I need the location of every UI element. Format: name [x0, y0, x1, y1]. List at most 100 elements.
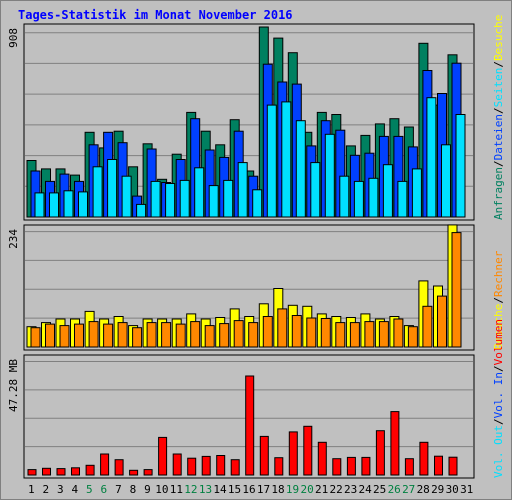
bar-seiten-day-3	[63, 190, 74, 218]
bar-volumen-day-25	[375, 430, 385, 476]
bar-rechner-day-21	[320, 318, 331, 348]
day-label-28: 28	[417, 483, 430, 496]
legend-bottom: Vol. Out/Vol. In/Volumen	[492, 319, 505, 478]
legend-entry: /	[492, 297, 505, 304]
day-label-5: 5	[86, 483, 93, 496]
legend-entry: /	[492, 107, 505, 114]
bar-volumen-day-1	[27, 469, 37, 476]
bar-seiten-day-8	[136, 203, 147, 218]
day-label-12: 12	[184, 483, 197, 496]
chart-title: Tages-Statistik im Monat November 2016	[18, 8, 293, 22]
bar-seiten-day-10	[165, 183, 176, 218]
legend-mid: Besuche/Rechner	[492, 250, 505, 350]
bar-seiten-day-17	[266, 104, 277, 218]
bar-volumen-day-5	[85, 464, 95, 476]
day-label-2: 2	[42, 483, 49, 496]
bar-rechner-day-3	[59, 325, 70, 348]
bar-rechner-day-8	[132, 327, 143, 348]
bar-rechner-day-12	[190, 321, 201, 348]
bar-volumen-day-28	[419, 441, 429, 476]
legend-entry: /	[492, 160, 505, 167]
bar-volumen-day-6	[100, 453, 110, 476]
bar-volumen-day-7	[114, 459, 124, 476]
bar-rechner-day-2	[45, 323, 55, 348]
bar-volumen-day-26	[390, 411, 400, 476]
day-label-18: 18	[271, 483, 284, 496]
bar-rechner-day-14	[219, 323, 230, 348]
day-label-1: 1	[28, 483, 35, 496]
bar-rechner-day-6	[103, 323, 114, 348]
bar-volumen-day-10	[158, 436, 168, 476]
day-label-23: 23	[344, 483, 357, 496]
bar-volumen-day-18	[274, 457, 284, 476]
bar-seiten-day-4	[78, 191, 88, 218]
bar-seiten-day-27	[411, 168, 422, 218]
bar-volumen-day-17	[259, 435, 269, 476]
bar-seiten-day-18	[281, 101, 292, 218]
day-label-15: 15	[228, 483, 241, 496]
legend-entry: Vol. In	[492, 372, 505, 418]
day-label-26: 26	[388, 483, 401, 496]
bar-volumen-day-22	[332, 458, 342, 476]
bar-seiten-day-30	[455, 114, 466, 218]
bar-rechner-day-29	[437, 295, 447, 348]
bar-seiten-day-6	[107, 159, 118, 218]
bar-seiten-day-5	[92, 166, 103, 218]
bar-volumen-day-19	[288, 431, 298, 476]
bar-seiten-day-2	[49, 192, 59, 218]
bar-seiten-day-12	[194, 167, 205, 218]
day-label-3: 3	[57, 483, 64, 496]
bar-volumen-day-11	[172, 453, 182, 476]
day-label-22: 22	[329, 483, 342, 496]
visits-panel: 234	[7, 224, 475, 351]
bar-seiten-day-11	[179, 179, 190, 218]
day-label-8: 8	[130, 483, 137, 496]
y-max-label: 47.28 MB	[7, 359, 20, 412]
bar-seiten-day-22	[339, 175, 350, 218]
bar-volumen-day-30	[448, 456, 458, 476]
day-label-25: 25	[373, 483, 386, 496]
legend-entry: Rechner	[492, 250, 505, 297]
day-label-21: 21	[315, 483, 328, 496]
legend-entry: /	[492, 365, 505, 372]
bar-seiten-day-21	[324, 133, 335, 218]
bar-seiten-day-25	[382, 164, 393, 218]
day-label-10: 10	[155, 483, 168, 496]
bar-volumen-day-29	[434, 455, 443, 476]
day-label-19: 19	[286, 483, 299, 496]
bar-rechner-day-5	[88, 321, 99, 348]
bar-rechner-day-25	[378, 321, 389, 348]
bar-volumen-day-3	[56, 468, 66, 476]
legend-entry: Besuche	[492, 15, 505, 61]
bar-volumen-day-27	[404, 458, 414, 476]
bar-seiten-day-15	[237, 162, 248, 218]
bar-seiten-day-24	[368, 177, 379, 218]
bar-rechner-day-24	[364, 321, 375, 348]
day-label-27: 27	[402, 483, 415, 496]
legend-entry: /	[492, 61, 505, 68]
legend-entry: Volumen	[492, 319, 505, 365]
bar-rechner-day-28	[422, 305, 433, 348]
bar-volumen-day-15	[230, 459, 240, 476]
bar-rechner-day-27	[407, 326, 418, 348]
day-label-20: 20	[300, 483, 313, 496]
bar-volumen-day-8	[129, 469, 139, 476]
day-label-13: 13	[199, 483, 212, 496]
day-label-4: 4	[71, 483, 78, 496]
legend-entry: Anfragen	[492, 167, 505, 220]
bar-seiten-day-7	[121, 175, 132, 218]
hits-panel: 908	[7, 23, 475, 221]
day-label-7: 7	[115, 483, 122, 496]
day-label-29: 29	[431, 483, 444, 496]
legend-entry: Seiten	[492, 68, 505, 108]
bar-seiten-day-23	[353, 180, 364, 218]
day-label-16: 16	[242, 483, 255, 496]
day-label-14: 14	[213, 483, 227, 496]
y-max-label: 908	[7, 28, 20, 48]
bar-rechner-day-1	[30, 327, 41, 348]
legend-entry: Dateien	[492, 114, 505, 160]
bar-seiten-day-28	[426, 97, 437, 218]
bar-volumen-day-16	[245, 375, 255, 476]
volume-panel: 47.28 MB	[7, 354, 475, 479]
